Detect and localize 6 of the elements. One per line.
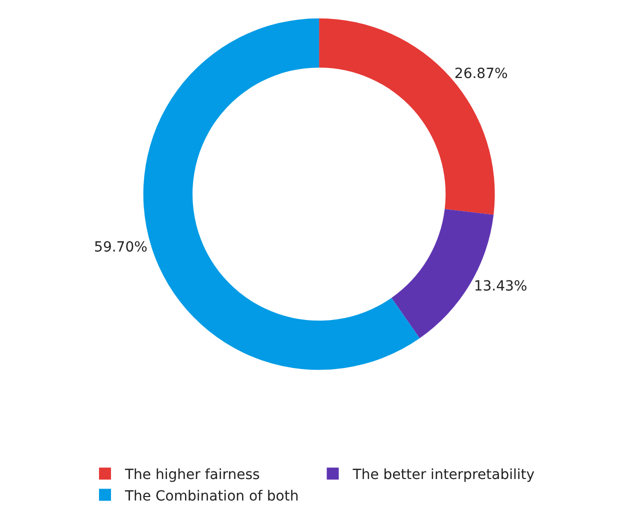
- legend-label: The Combination of both: [124, 488, 299, 504]
- legend-label: The better interpretability: [352, 467, 535, 484]
- data-label: 13.43%: [474, 278, 528, 294]
- data-label: 59.70%: [94, 240, 148, 256]
- data-label: 26.87%: [454, 66, 508, 82]
- legend-label: The higher fairness: [124, 467, 260, 484]
